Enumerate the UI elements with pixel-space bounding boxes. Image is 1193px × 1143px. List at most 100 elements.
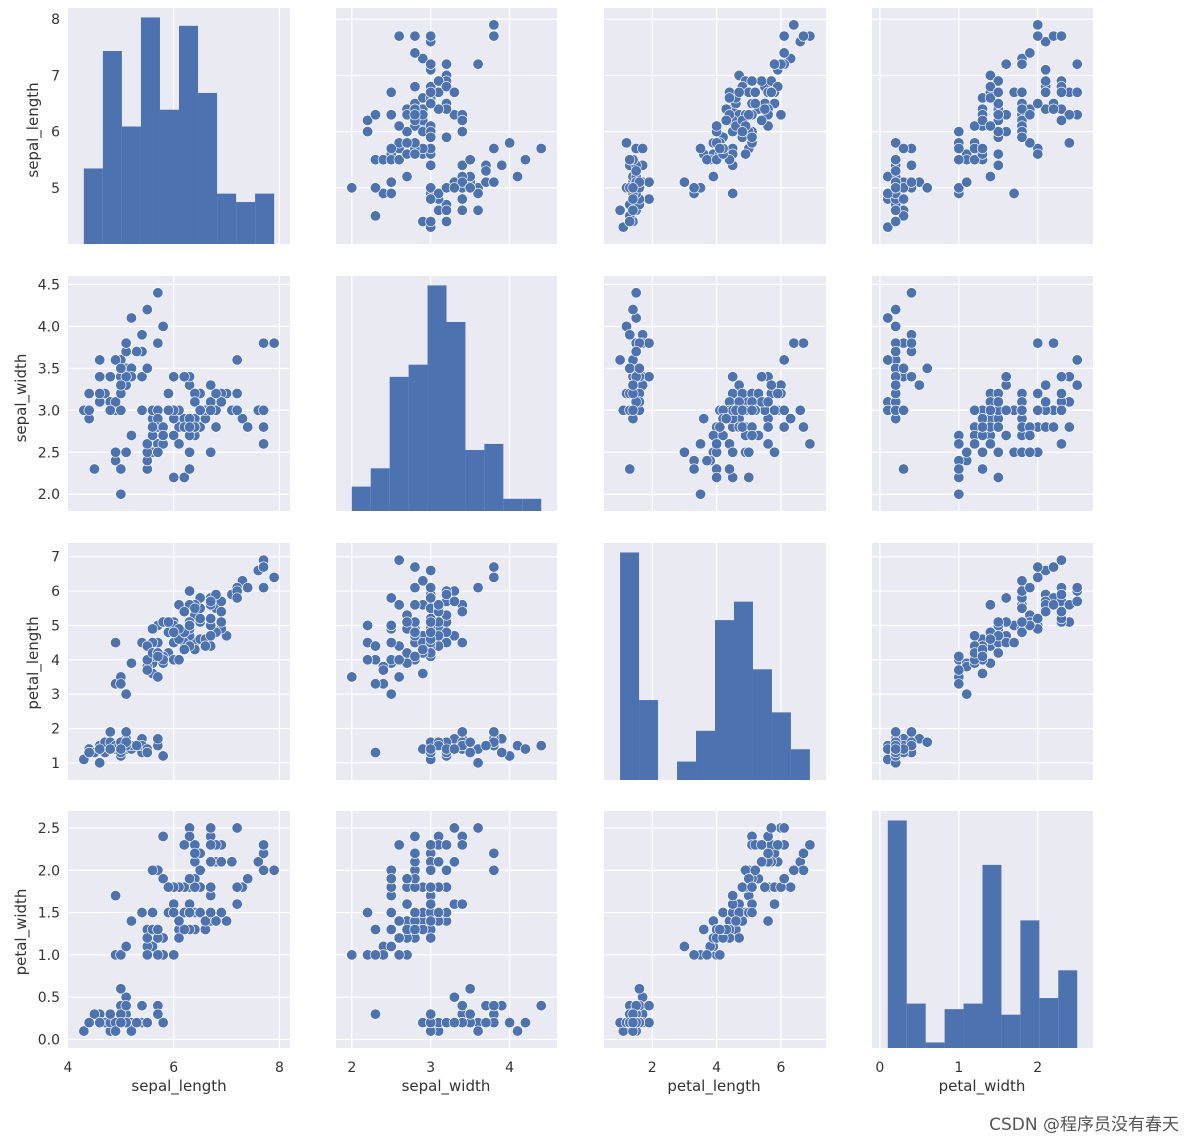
scatter-point <box>627 1017 639 1029</box>
scatter-point <box>797 421 809 433</box>
x-tick-label: 2 <box>1033 1060 1042 1076</box>
scatter-point <box>409 148 421 160</box>
scatter-point <box>152 923 164 935</box>
scatter-point <box>905 337 917 349</box>
scatter-point <box>131 1017 143 1029</box>
scatter-point <box>1032 561 1044 573</box>
scatter-point <box>984 69 996 81</box>
scatter-point <box>720 114 732 126</box>
scatter-point <box>472 757 484 769</box>
scatter-point <box>953 154 965 166</box>
scatter-point <box>173 915 185 927</box>
scatter-point <box>440 839 452 851</box>
panel-petal-length-vs-petal-length <box>604 543 826 780</box>
scatter-point <box>984 599 996 611</box>
scatter-point <box>688 949 700 961</box>
scatter-point <box>953 142 965 154</box>
scatter-point <box>1063 421 1075 433</box>
scatter-point <box>409 47 421 59</box>
panel-sepal-length-vs-sepal-width <box>336 8 557 244</box>
scatter-point <box>717 907 729 919</box>
scatter-point <box>385 907 397 919</box>
scatter-point <box>433 599 445 611</box>
scatter-point <box>236 413 248 425</box>
scatter-point <box>464 983 476 995</box>
scatter-point <box>440 131 452 143</box>
scatter-point <box>456 1000 468 1012</box>
scatter-point <box>1071 58 1083 70</box>
scatter-point <box>173 932 185 944</box>
scatter-point <box>346 182 358 194</box>
scatter-point <box>736 421 748 433</box>
scatter-point <box>456 159 468 171</box>
scatter-point <box>178 371 190 383</box>
scatter-point <box>385 109 397 121</box>
scatter-point <box>698 413 710 425</box>
y-tick-label: 4.0 <box>38 319 60 335</box>
scatter-point <box>115 983 127 995</box>
scatter-point <box>115 362 127 374</box>
scatter-point <box>125 1025 137 1037</box>
scatter-point <box>178 839 190 851</box>
scatter-point <box>756 75 768 87</box>
scatter-point <box>1055 371 1067 383</box>
scatter-point <box>882 354 894 366</box>
scatter-point <box>723 463 735 475</box>
scatter-point <box>953 664 965 676</box>
scatter-point <box>425 932 437 944</box>
scatter-point <box>1063 137 1075 149</box>
scatter-point <box>425 626 437 638</box>
scatter-point <box>184 585 196 597</box>
scatter-point <box>115 949 127 961</box>
scatter-point <box>921 182 933 194</box>
scatter-point <box>178 606 190 618</box>
scatter-point <box>898 362 910 374</box>
scatter-point <box>1071 379 1083 391</box>
scatter-point <box>961 446 973 458</box>
y-tick-label: 1 <box>51 756 60 772</box>
scatter-point <box>184 619 196 631</box>
scatter-point <box>1055 86 1067 98</box>
scatter-point <box>614 354 626 366</box>
scatter-point <box>258 337 270 349</box>
scatter-point <box>695 438 707 450</box>
scatter-point <box>890 165 902 177</box>
scatter-point <box>425 915 437 927</box>
y-tick-label: 2.0 <box>38 487 60 503</box>
x-tick-label: 1 <box>954 1060 963 1076</box>
scatter-point <box>765 822 777 834</box>
scatter-point <box>519 743 531 755</box>
scatter-point <box>409 626 421 638</box>
scatter-point <box>205 595 217 607</box>
scatter-point <box>1016 131 1028 143</box>
scatter-point <box>759 103 771 115</box>
scatter-point <box>701 455 713 467</box>
histogram-bar <box>925 1042 945 1048</box>
scatter-point <box>242 421 254 433</box>
scatter-point <box>711 438 723 450</box>
scatter-point <box>984 81 996 93</box>
scatter-point <box>152 733 164 745</box>
scatter-point <box>141 1017 153 1029</box>
y-tick-label: 3.0 <box>38 403 60 419</box>
scatter-point <box>120 446 132 458</box>
x-tick-label: 0 <box>875 1060 884 1076</box>
scatter-point <box>393 654 405 666</box>
scatter-point <box>369 210 381 222</box>
scatter-point <box>1032 404 1044 416</box>
scatter-point <box>1032 571 1044 583</box>
histogram-bar <box>217 193 237 244</box>
scatter-point <box>268 337 280 349</box>
scatter-point <box>1055 387 1067 399</box>
scatter-point <box>992 148 1004 160</box>
scatter-point <box>714 949 726 961</box>
scatter-point <box>765 86 777 98</box>
scatter-point <box>110 446 122 458</box>
scatter-point <box>746 75 758 87</box>
scatter-point <box>992 471 1004 483</box>
scatter-point <box>778 30 790 42</box>
scatter-point <box>189 847 201 859</box>
scatter-point <box>231 881 243 893</box>
scatter-point <box>769 446 781 458</box>
scatter-point <box>992 109 1004 121</box>
